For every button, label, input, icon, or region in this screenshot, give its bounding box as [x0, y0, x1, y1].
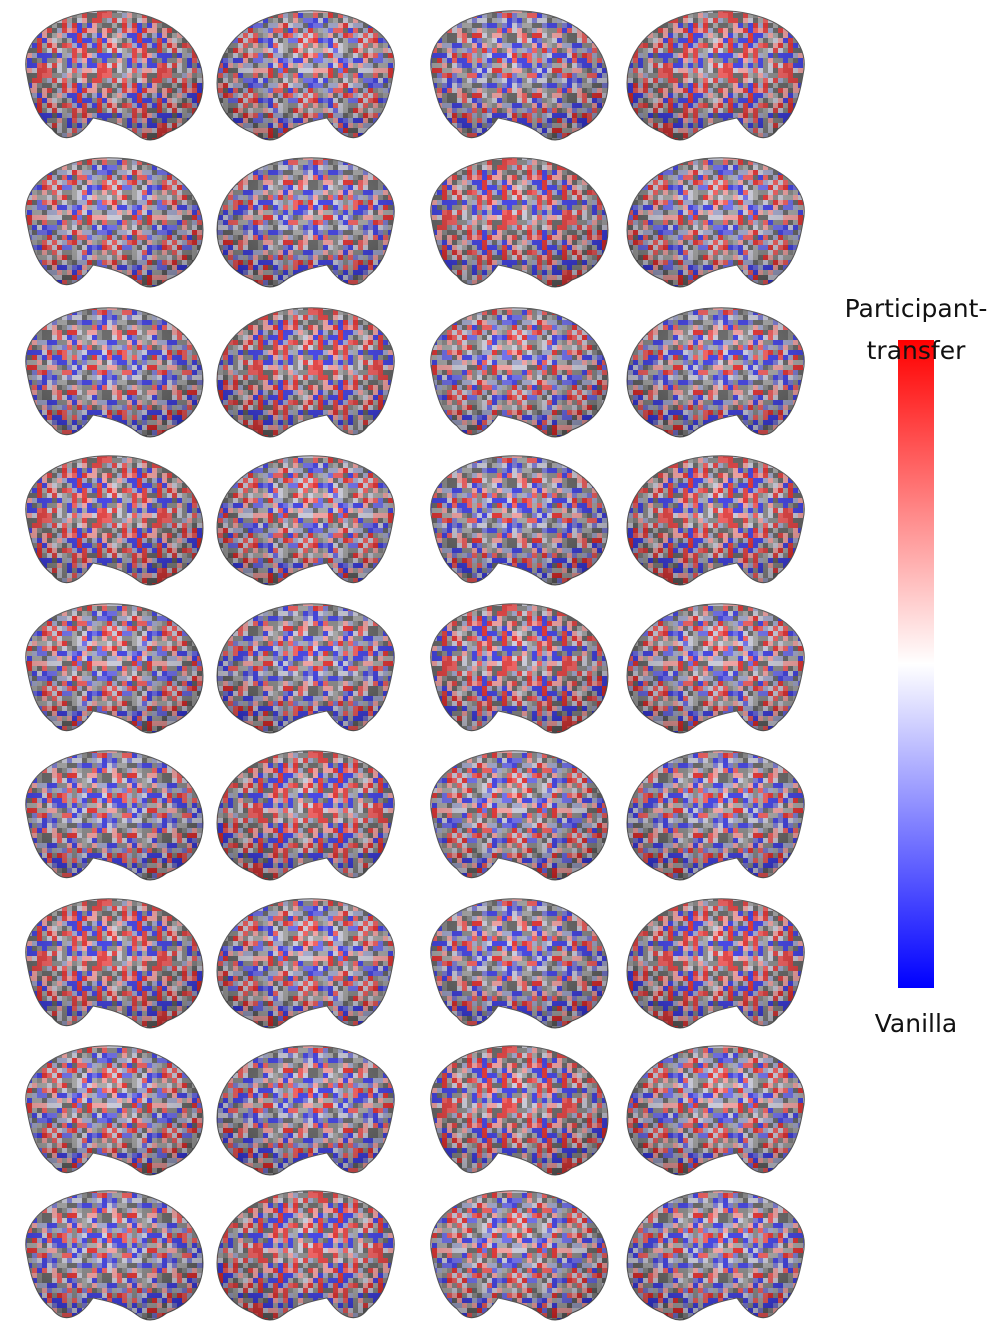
- brain-shading: [627, 307, 805, 438]
- brain: [216, 750, 395, 881]
- brain-shading: [627, 1045, 805, 1176]
- brain: [430, 898, 609, 1029]
- brain-shading: [430, 455, 608, 586]
- brain: [430, 750, 609, 881]
- brain-shading: [430, 750, 608, 881]
- brain-grid: [25, 10, 805, 1321]
- colorbar-top-label: transfer: [867, 336, 966, 365]
- brain-shading: [627, 10, 805, 141]
- brain-shading: [25, 1045, 204, 1176]
- brain-shading: [627, 898, 805, 1029]
- brain: [216, 1045, 395, 1176]
- brain-shading: [430, 1190, 608, 1321]
- brain-shading: [627, 455, 805, 586]
- brain: [216, 307, 395, 438]
- brain: [25, 1045, 204, 1176]
- brain-shading: [217, 603, 395, 734]
- brain: [216, 898, 395, 1029]
- brain: [216, 603, 395, 734]
- brain-shading: [430, 307, 608, 438]
- brain: [430, 455, 609, 586]
- brain-shading: [217, 455, 395, 586]
- brain-shading: [627, 1190, 805, 1321]
- brain-shading: [217, 1190, 395, 1321]
- brain-shading: [25, 307, 204, 438]
- brain-shading: [217, 157, 395, 288]
- brain-shading: [627, 157, 805, 288]
- brain: [626, 603, 805, 734]
- brain: [25, 603, 204, 734]
- brain-shading: [25, 898, 204, 1029]
- brain: [216, 455, 395, 586]
- brain-shading: [627, 750, 805, 881]
- brain: [25, 750, 204, 881]
- brain: [626, 898, 805, 1029]
- brain-shading: [430, 603, 608, 734]
- colorbar: [898, 340, 934, 988]
- brain-shading: [217, 1045, 395, 1176]
- brain: [25, 10, 204, 141]
- brain-shading: [217, 10, 395, 141]
- brain: [626, 750, 805, 881]
- brain-shading: [430, 10, 608, 141]
- brain: [25, 1190, 204, 1321]
- brain: [430, 157, 609, 288]
- brain: [216, 157, 395, 288]
- brain: [25, 307, 204, 438]
- brain-shading: [25, 750, 204, 881]
- brain-shading: [430, 1045, 608, 1176]
- brain: [430, 603, 609, 734]
- brain: [216, 1190, 395, 1321]
- colorbar-top-label: Participant-: [845, 294, 988, 323]
- brain: [216, 10, 395, 141]
- brain: [626, 455, 805, 586]
- brain: [430, 10, 609, 141]
- brain-shading: [217, 898, 395, 1029]
- brain-shading: [217, 307, 395, 438]
- brain-shading: [25, 603, 204, 734]
- colorbar-bottom-label: Vanilla: [875, 1009, 957, 1038]
- brain-shading: [430, 157, 608, 288]
- brain: [626, 10, 805, 141]
- brain-shading: [217, 750, 395, 881]
- brain: [25, 898, 204, 1029]
- brain: [430, 1190, 609, 1321]
- brain-shading: [25, 455, 204, 586]
- brain-shading: [25, 1190, 204, 1321]
- brain: [430, 1045, 609, 1176]
- brain-shading: [25, 10, 204, 141]
- brain: [430, 307, 609, 438]
- brain-shading: [430, 898, 608, 1029]
- brain: [25, 455, 204, 586]
- brain: [626, 157, 805, 288]
- brain-shading: [627, 603, 805, 734]
- brain: [626, 1045, 805, 1176]
- brain: [626, 1190, 805, 1321]
- brain: [626, 307, 805, 438]
- brain: [25, 157, 204, 288]
- brain-shading: [25, 157, 204, 288]
